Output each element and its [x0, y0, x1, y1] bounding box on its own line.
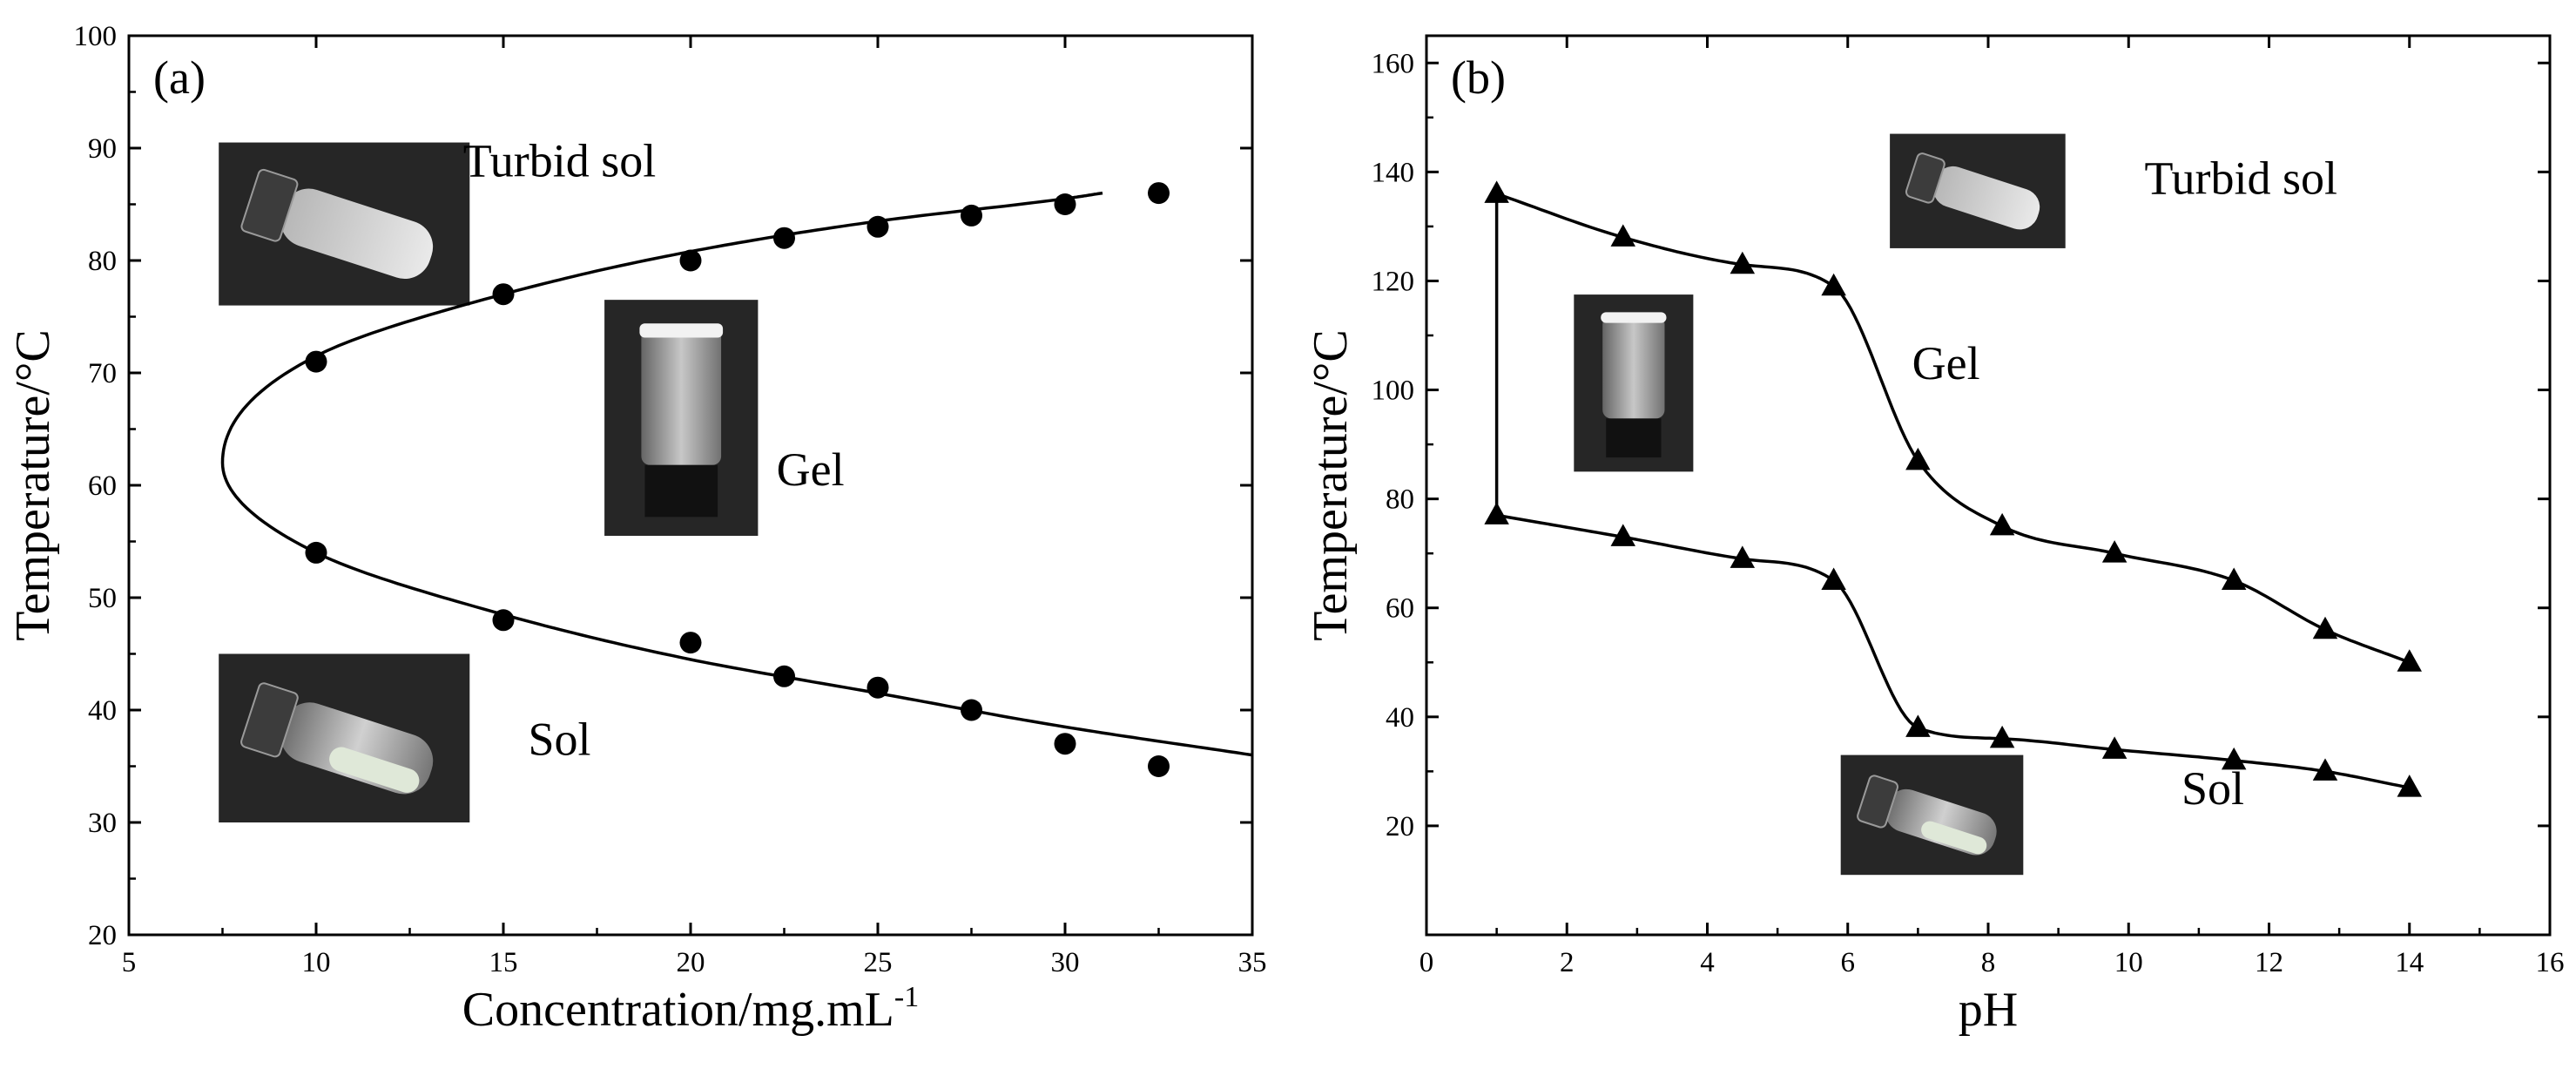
- region-label: Gel: [1912, 337, 1980, 389]
- x-tick-label: 8: [1981, 947, 1996, 978]
- data-point: [1610, 224, 1635, 247]
- region-label: Turbid sol: [2144, 152, 2337, 204]
- region-label: Turbid sol: [463, 134, 657, 186]
- data-point: [2397, 775, 2422, 797]
- sol-vial-photo: [1840, 754, 2024, 876]
- data-point: [867, 676, 889, 699]
- panel-a: 5 10 15 20 25 30 35 20 30 40 50 60 70 80 90 100 Concentr…: [6, 21, 1267, 1037]
- data-point: [2397, 649, 2422, 672]
- x-tick-label: 12: [2255, 947, 2283, 978]
- x-tick-label: 10: [302, 947, 331, 978]
- data-point: [1905, 714, 1931, 737]
- turbid-sol-vial-photo: [1890, 133, 2066, 248]
- y-tick-label: 80: [1386, 484, 1414, 516]
- data-point: [1054, 193, 1076, 215]
- data-point: [1148, 755, 1170, 777]
- y-tick-label: 20: [88, 920, 117, 951]
- panel-label: (b): [1451, 51, 1506, 104]
- data-point: [1610, 524, 1635, 546]
- x-axis-label-superscript: -1: [894, 981, 919, 1013]
- data-point: [2312, 758, 2338, 781]
- data-point: [1989, 725, 2015, 748]
- x-tick-label: 14: [2395, 947, 2424, 978]
- y-tick-label: 40: [1386, 702, 1414, 734]
- y-tick-label: 100: [1372, 376, 1415, 407]
- data-point: [1730, 545, 1756, 568]
- data-point: [679, 632, 702, 654]
- y-tick-label: 30: [88, 808, 117, 839]
- data-point: [1054, 733, 1076, 755]
- data-point: [1730, 251, 1756, 274]
- data-point: [1484, 502, 1509, 524]
- region-label: Sol: [528, 714, 590, 766]
- data-point: [679, 249, 702, 272]
- data-point: [2221, 567, 2247, 590]
- data-point: [961, 699, 982, 721]
- x-tick-label: 20: [677, 947, 705, 978]
- gel-vial-photo: [604, 300, 759, 537]
- y-tick-label: 70: [88, 358, 117, 389]
- y-tick-label: 140: [1372, 157, 1415, 188]
- y-tick-label: 120: [1372, 266, 1415, 297]
- x-tick-label: 30: [1051, 947, 1080, 978]
- y-tick-label: 40: [88, 695, 117, 727]
- data-point: [492, 609, 515, 632]
- data-point: [773, 227, 795, 249]
- data-point: [305, 541, 327, 564]
- turbid-sol-vial-photo: [219, 142, 470, 306]
- gel-vial-photo: [1574, 294, 1694, 472]
- data-point: [1821, 567, 1846, 590]
- data-point: [867, 215, 889, 238]
- data-point: [2221, 747, 2247, 770]
- x-tick-label: 5: [122, 947, 137, 978]
- y-tick-label: 50: [88, 583, 117, 614]
- y-tick-label: 60: [1386, 593, 1414, 625]
- x-tick-label: 0: [1419, 947, 1434, 978]
- data-point: [2101, 736, 2128, 759]
- y-tick-label: 90: [88, 133, 117, 165]
- x-tick-label: 6: [1841, 947, 1856, 978]
- x-tick-label: 10: [2114, 947, 2143, 978]
- x-axis-label: Concentration/mg.mL-1: [462, 981, 919, 1037]
- data-point: [1148, 182, 1170, 205]
- data-point: [1989, 512, 2015, 536]
- data-point: [773, 665, 795, 687]
- y-tick-label: 160: [1372, 48, 1415, 79]
- region-label: Sol: [2182, 762, 2244, 815]
- data-point: [1821, 273, 1846, 296]
- data-point: [492, 283, 515, 306]
- series-line: [1496, 513, 2411, 789]
- y-axis-label: Temperature/°C: [6, 329, 60, 640]
- x-tick-label: 15: [489, 947, 518, 978]
- x-tick-label: 16: [2536, 947, 2565, 978]
- y-tick-label: 20: [1386, 811, 1414, 842]
- x-axis-label: pH: [1959, 983, 2018, 1037]
- y-tick-label: 100: [74, 21, 118, 52]
- data-point: [2101, 540, 2128, 563]
- data-point: [305, 350, 327, 373]
- data-point: [1905, 447, 1931, 470]
- x-tick-label: 35: [1238, 947, 1267, 978]
- panel-label: (a): [153, 51, 206, 104]
- region-label: Gel: [777, 443, 845, 496]
- y-tick-label: 60: [88, 470, 117, 502]
- y-tick-label: 80: [88, 246, 117, 277]
- data-point: [1484, 180, 1509, 203]
- x-tick-label: 25: [864, 947, 893, 978]
- x-tick-label: 2: [1560, 947, 1575, 978]
- panel-b: 0 2 4 6 8 10 12 14 16 20 40 60 80 100 120 140 160 pH Tempe…: [1304, 34, 2565, 1037]
- series-line: [1496, 192, 2411, 664]
- x-tick-label: 4: [1700, 947, 1715, 978]
- data-point: [961, 204, 982, 227]
- y-axis-label: Temperature/°C: [1304, 329, 1358, 640]
- sol-vial-photo: [219, 653, 470, 822]
- data-point: [2312, 616, 2338, 639]
